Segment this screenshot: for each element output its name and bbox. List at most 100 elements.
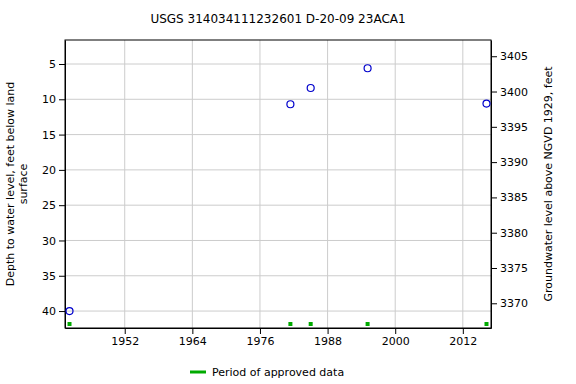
tick: 15	[42, 129, 65, 142]
tick-label: 1988	[314, 335, 342, 348]
grid-line	[192, 40, 193, 328]
grid-line	[65, 205, 491, 206]
grid-line	[395, 40, 396, 328]
tick-label: 20	[42, 164, 56, 177]
tick-mark	[491, 56, 497, 57]
tick-mark	[125, 328, 126, 334]
grid-line	[259, 40, 260, 328]
tick-label: 3370	[500, 297, 528, 310]
tick-label: 2000	[382, 335, 410, 348]
approved-period	[484, 322, 488, 326]
title: USGS 314034111232601 D-20-09 23ACA1	[150, 12, 405, 26]
tick-mark	[491, 127, 497, 128]
chart: 1952 1964 1976 1988 2000 2012 5 10 15 20 25 30 35 40 3…	[0, 0, 576, 384]
approved-period	[366, 322, 370, 326]
y2-axis-title: Groundwater level above NGVD 1929, feet	[542, 66, 555, 302]
x-axis: 1952 1964 1976 1988 2000 2012	[66, 328, 492, 348]
grid	[65, 40, 491, 328]
tick-mark	[463, 328, 464, 334]
approved-period	[309, 322, 313, 326]
tick: 3400	[491, 86, 528, 99]
tick-label: 1952	[111, 335, 139, 348]
y-axis-title: surface	[17, 163, 30, 204]
tick: 3390	[491, 156, 528, 169]
y-axis: 5 10 15 20 25 30 35 40	[42, 41, 66, 329]
tick: 3395	[491, 121, 528, 134]
tick-label: 3390	[500, 156, 528, 169]
tick-mark	[395, 328, 396, 334]
tick-label: 10	[42, 93, 56, 106]
tick-mark	[59, 170, 65, 171]
plot-frame	[65, 40, 491, 328]
grid-line	[65, 169, 491, 170]
tick-mark	[59, 240, 65, 241]
tick-label: 1976	[246, 335, 274, 348]
point	[307, 85, 314, 92]
tick-label: 3385	[500, 191, 528, 204]
tick-mark	[328, 328, 329, 334]
tick: 2000	[382, 328, 410, 348]
legend: Period of approved data	[190, 366, 344, 379]
tick-mark	[491, 268, 497, 269]
marks	[66, 65, 490, 326]
tick: 3405	[491, 50, 528, 63]
tick: 3375	[491, 262, 528, 275]
y2-axis: 3370 3375 3380 3385 3390 3395 3400 3405	[491, 41, 528, 329]
grid-line	[65, 275, 491, 276]
tick-label: 15	[42, 129, 56, 142]
tick: 3380	[491, 227, 528, 240]
legend-swatch	[190, 371, 206, 374]
approved-period	[288, 322, 292, 326]
grid-line	[462, 40, 463, 328]
tick-mark	[59, 64, 65, 65]
tick-label: 3400	[500, 86, 528, 99]
tick: 1964	[179, 328, 207, 348]
grid-line	[65, 99, 491, 100]
grid-line	[65, 64, 491, 65]
tick-label: 35	[42, 270, 56, 283]
tick-mark	[59, 135, 65, 136]
tick: 40	[42, 305, 65, 318]
tick-mark	[491, 197, 497, 198]
legend-label: Period of approved data	[212, 366, 344, 379]
grid-line	[65, 134, 491, 135]
tick: 5	[49, 58, 65, 71]
tick-mark	[59, 276, 65, 277]
y-axis-title: Depth to water level, feet below land	[4, 82, 17, 287]
tick-label: 2012	[449, 335, 477, 348]
tick-mark	[59, 99, 65, 100]
tick-mark	[260, 328, 261, 334]
tick-mark	[59, 311, 65, 312]
tick-label: 5	[49, 58, 56, 71]
point	[287, 101, 294, 108]
tick-mark	[59, 205, 65, 206]
grid-line	[65, 311, 491, 312]
point	[66, 308, 73, 315]
tick: 2012	[449, 328, 477, 348]
tick-label: 3395	[500, 121, 528, 134]
tick-label: 1964	[179, 335, 207, 348]
tick-label: 25	[42, 199, 56, 212]
tick: 1952	[111, 328, 139, 348]
tick-mark	[491, 233, 497, 234]
tick-label: 40	[42, 305, 56, 318]
grid-line	[327, 40, 328, 328]
tick: 35	[42, 270, 65, 283]
point	[364, 65, 371, 72]
tick: 3370	[491, 297, 528, 310]
tick: 10	[42, 93, 65, 106]
grid-line	[124, 40, 125, 328]
approved-period	[68, 322, 72, 326]
tick-mark	[491, 162, 497, 163]
tick-label: 3375	[500, 262, 528, 275]
point	[483, 100, 490, 107]
tick-label: 3405	[500, 50, 528, 63]
tick: 20	[42, 164, 65, 177]
tick-mark	[491, 92, 497, 93]
tick-label: 3380	[500, 227, 528, 240]
tick: 25	[42, 199, 65, 212]
tick: 1988	[314, 328, 342, 348]
tick-label: 30	[42, 234, 56, 247]
tick: 1976	[246, 328, 274, 348]
tick-mark	[491, 303, 497, 304]
